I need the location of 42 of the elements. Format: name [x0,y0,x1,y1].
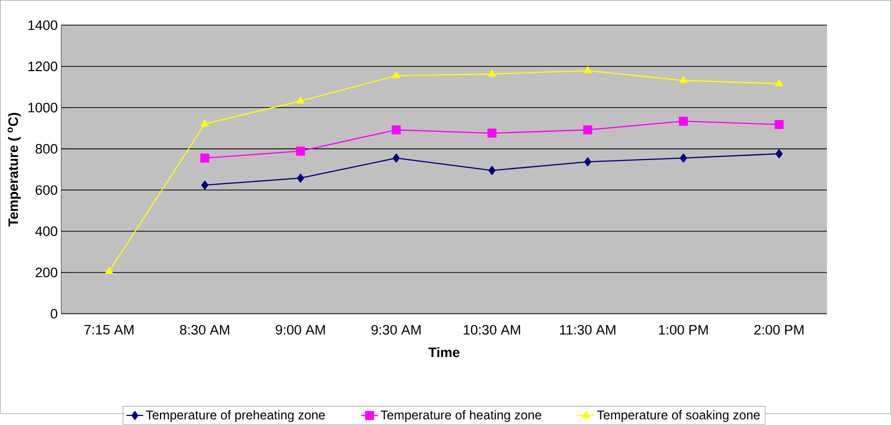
x-tick-label: 9:00 AM [276,325,325,335]
x-axis-title: Time [428,347,460,358]
point [678,116,688,126]
legend-label: Temperature of soaking zone [597,410,760,422]
y-axis-title: Temperature ( $^{o}$C) [8,112,21,227]
y-tick-label: 1000 [28,102,58,112]
y-tick-label: 1200 [28,62,58,72]
point [488,166,496,176]
point [297,174,304,183]
point [296,96,304,104]
y-tick-label: 400 [35,226,58,236]
point [392,154,400,163]
x-tick-label: 11:30 AM [560,325,616,335]
point [392,125,401,134]
point [201,180,208,190]
x-tick-label: 2:00 PM [754,325,804,335]
x-tick-label: 1:00 PM [659,325,708,335]
point [680,154,687,163]
x-tick-label: 10:30 AM [464,325,520,335]
x-tick-label: 7:15 AM [84,325,134,335]
y-tick-label: 1400 [28,20,58,30]
point [775,79,784,86]
point [200,154,210,163]
point [679,76,688,83]
point [392,71,400,78]
point [296,146,306,156]
point [583,125,592,134]
point [488,70,496,77]
point [584,157,592,166]
y-tick-label: 200 [36,268,58,278]
x-tick-label: 8:30 AM [180,325,230,335]
legend-label: Temperature of heating zone [380,410,542,422]
y-tick-label: 800 [36,144,58,154]
point [487,128,496,138]
point [584,66,592,74]
point [776,149,783,158]
point [200,119,209,126]
x-tick-label: 9:30 AM [371,325,421,335]
point [774,120,784,130]
legend-label: Temperature of preheating zone [146,410,325,422]
y-tick-label: 600 [36,185,58,195]
y-tick-label: 0 [50,308,58,319]
